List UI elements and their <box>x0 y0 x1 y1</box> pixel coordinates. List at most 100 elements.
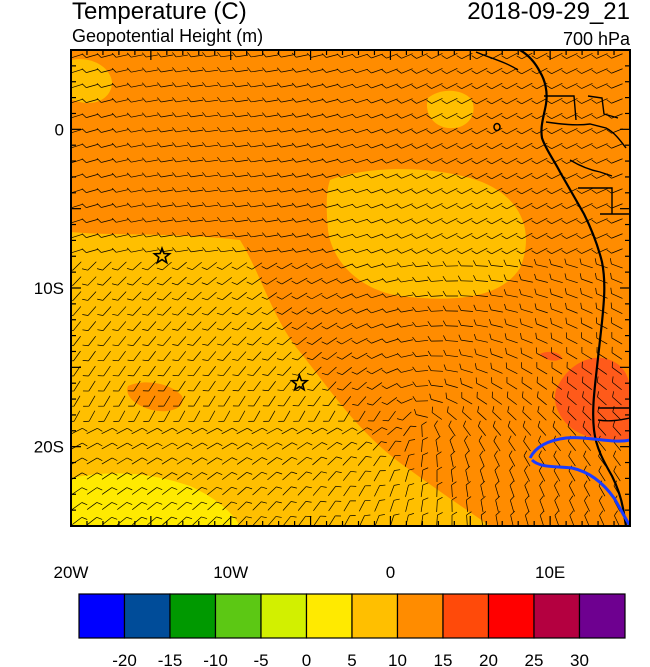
wind-barb <box>216 277 232 285</box>
wind-barb <box>388 440 402 452</box>
wind-barb <box>216 306 232 316</box>
wind-barb <box>456 247 473 255</box>
wind-barb <box>126 217 143 223</box>
wind-barb <box>366 158 383 164</box>
wind-barb <box>396 68 413 74</box>
wind-barb <box>336 173 353 179</box>
wind-barb <box>338 410 351 422</box>
wind-barb <box>426 68 443 74</box>
wind-barb <box>111 187 128 193</box>
wind-barb <box>516 67 533 75</box>
wind-barb <box>131 442 148 450</box>
wind-barb <box>217 127 233 133</box>
wind-barb <box>516 82 533 90</box>
wind-barb <box>161 427 178 435</box>
wind-barb <box>504 333 518 344</box>
wind-barb <box>464 450 470 467</box>
wind-barb <box>519 303 533 314</box>
wind-barb <box>217 247 233 253</box>
wind-barb <box>534 273 548 283</box>
wind-barb <box>381 277 398 283</box>
wind-barb <box>172 321 187 331</box>
lon-tick-label: 10E <box>535 563 565 582</box>
wind-barb <box>449 435 455 452</box>
wind-barb <box>96 188 113 193</box>
wind-barb <box>381 323 398 328</box>
wind-barb <box>96 143 113 148</box>
wind-barb <box>351 233 368 239</box>
wind-barb <box>101 457 118 465</box>
wind-barb <box>396 383 413 389</box>
wind-barb <box>351 352 368 360</box>
wind-barb <box>97 291 112 301</box>
wind-barb <box>276 351 292 361</box>
wind-barb <box>591 128 608 134</box>
wind-barb <box>611 317 623 330</box>
wind-barb <box>456 127 473 135</box>
wind-barb <box>187 365 201 377</box>
wind-barb <box>97 350 111 362</box>
wind-barb <box>584 510 590 526</box>
wind-barb <box>471 112 488 120</box>
wind-barb <box>441 98 458 104</box>
height-contour <box>528 436 630 526</box>
wind-barb <box>591 203 608 209</box>
wind-barb <box>247 247 263 253</box>
wind-barb <box>141 291 157 301</box>
wind-barb <box>427 291 444 297</box>
wind-barb <box>202 395 216 407</box>
wind-barb <box>71 113 83 119</box>
wind-barb <box>341 427 358 435</box>
wind-barb <box>466 496 472 513</box>
wind-barb <box>247 52 263 58</box>
wind-barb <box>247 187 263 193</box>
wind-barb <box>591 143 608 149</box>
wind-barb <box>191 442 208 450</box>
wind-barb <box>389 483 400 497</box>
wind-barb <box>351 98 368 104</box>
wind-barb <box>291 262 308 270</box>
wind-barb <box>486 217 503 225</box>
wind-barb <box>596 376 607 391</box>
wind-barb <box>486 157 503 165</box>
wind-barb <box>396 411 412 421</box>
wind-barb <box>509 480 515 497</box>
wind-barb <box>313 515 327 526</box>
wind-barb <box>501 82 518 90</box>
wind-barb <box>101 472 118 480</box>
wind-barb <box>516 202 533 210</box>
wind-barb <box>216 262 233 270</box>
wind-barb <box>86 472 103 480</box>
wind-barb <box>426 173 443 179</box>
wind-barb <box>321 352 338 360</box>
wind-barb <box>217 366 231 377</box>
wind-barb <box>217 202 233 208</box>
wind-barb <box>551 361 563 375</box>
wind-barb <box>306 112 323 118</box>
wind-barb <box>381 158 398 164</box>
wind-barb <box>396 277 413 283</box>
wind-barb <box>71 248 83 254</box>
wind-barb <box>267 486 283 496</box>
wind-barb <box>486 97 503 105</box>
wind-barb <box>534 288 548 299</box>
wind-barb <box>202 52 218 58</box>
wind-barb <box>342 456 357 466</box>
wind-barb <box>291 292 308 300</box>
wind-barb <box>161 457 178 465</box>
wind-barb <box>321 293 338 299</box>
wind-barb <box>142 351 156 362</box>
wind-barb <box>411 143 428 149</box>
wind-barb <box>539 510 545 526</box>
wind-barb <box>291 277 308 285</box>
wind-barb <box>142 321 157 331</box>
wind-barb <box>291 336 307 346</box>
wind-barb <box>111 217 128 223</box>
station-star-icon <box>152 246 172 265</box>
wind-barb <box>187 217 203 223</box>
wind-barb <box>247 82 263 88</box>
wind-barb <box>217 67 233 73</box>
wind-barb <box>505 347 518 359</box>
wind-barb <box>86 442 103 450</box>
wind-barb <box>116 487 133 495</box>
